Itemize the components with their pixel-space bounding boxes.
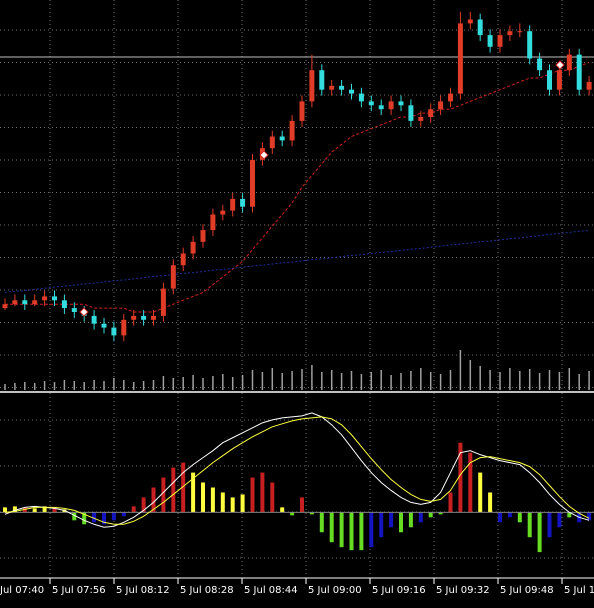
candle-body [32,300,38,305]
candle-body [349,89,354,94]
signal-marker [555,60,565,70]
candle-body [170,265,176,289]
candle-body [190,241,196,254]
candle-body [368,101,374,106]
x-tick-label: 5 Jul 10 [564,585,594,596]
candle-body [378,105,384,110]
candle-body [329,85,335,90]
candle-body [220,210,226,215]
moving-average [4,229,590,293]
indicator-line [4,412,590,528]
candle-body [141,315,147,320]
candle-body [91,315,97,324]
indicator-line [4,416,590,525]
x-tick-label: 5 Jul 09:32 [436,585,490,596]
candle-body [101,323,107,328]
candle-body [121,319,127,336]
candle-body [180,253,186,266]
signal-marker [259,150,269,160]
candle-body [487,35,493,47]
candle-body [438,101,444,110]
candle-body [408,105,414,121]
candle-body [517,31,523,33]
candle-body [2,304,8,309]
candle-body [160,288,166,316]
candle-body [586,81,592,90]
candle-body [111,327,117,336]
candle-body [71,308,77,312]
candle-body [42,296,48,301]
x-tick-label: 5 Jul 07:56 [52,585,106,596]
candle-body [358,93,364,102]
candle-body [547,70,552,90]
candle-body [507,31,513,36]
candle-body [398,101,404,106]
candle-body [576,54,582,90]
candle-body [477,19,483,36]
x-tick-label: 5 Jul 08:44 [244,585,298,596]
candle-body [289,120,295,141]
candle-body [527,31,533,59]
candle-body [151,315,156,320]
candle-body [250,159,255,207]
signal-marker [79,307,89,317]
x-tick-label: 5 Jul 08:28 [180,585,234,596]
candle-body [457,23,463,94]
candle-body [279,136,285,141]
candle-body [12,300,18,305]
candle-body [52,296,57,301]
x-tick-label: 5 Jul 09:16 [372,585,426,596]
candle-body [537,58,543,71]
candle-body [497,35,503,47]
candle-body [200,230,206,242]
candle-body [230,198,236,211]
candle-body [240,198,246,207]
candle-body [319,70,325,90]
candle-body [309,70,315,102]
x-tick-label: 5 Jul 09:00 [308,585,362,596]
candle-body [418,117,424,121]
candle-body [61,300,67,309]
candle-body [22,300,28,305]
candle-body [467,19,473,24]
candle-body [339,85,345,90]
candle-body [299,101,305,121]
candle-body [210,214,216,231]
candle-body [566,54,572,71]
candle-body [428,109,434,117]
candle-body [269,136,275,149]
candle-body [131,315,137,320]
x-tick-label: 5 Jul 08:12 [116,585,170,596]
candle-body [556,70,562,90]
x-tick-label: Jul 07:40 [0,585,44,596]
candle-body [388,101,394,110]
x-tick-label: 5 Jul 09:48 [500,585,554,596]
candle-body [448,93,453,102]
